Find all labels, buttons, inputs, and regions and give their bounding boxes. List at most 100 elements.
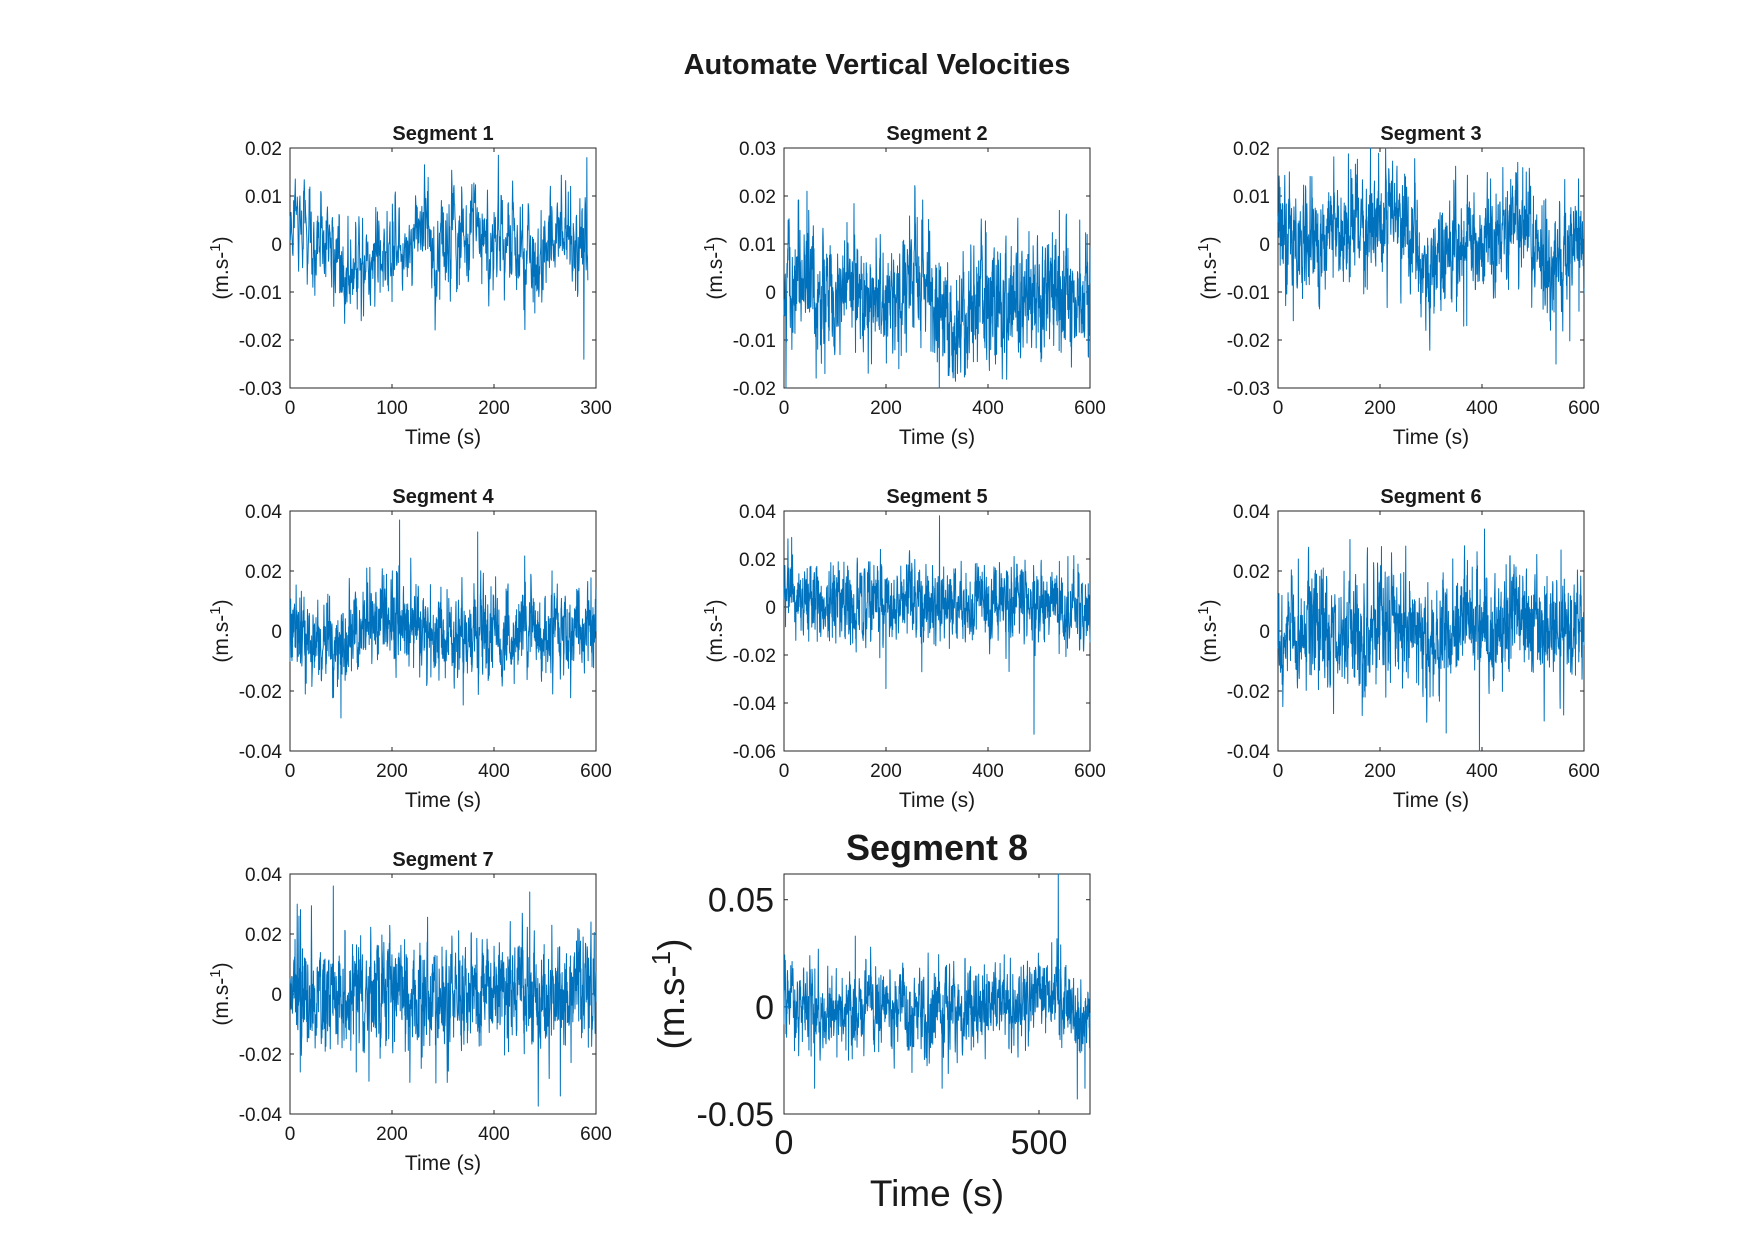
subplot-title: Segment 8: [846, 827, 1028, 868]
y-tick-label: 0.04: [1233, 502, 1270, 523]
y-tick-label: 0.02: [1233, 562, 1270, 583]
y-tick-label: -0.02: [1227, 331, 1270, 352]
subplot-6: 0 200 400 600 -0.04 -0.02 0 0.02 0.04 Segment 6 Ti…: [1195, 486, 1600, 812]
subplot-7: 0 200 400 600 -0.04 -0.02 0 0.02 0.04 Segment 7 Ti…: [207, 849, 612, 1175]
y-tick-label: 0.01: [1233, 187, 1270, 208]
y-tick-label: 0.04: [245, 865, 282, 886]
series-line: [783, 185, 1091, 389]
x-axis-label: Time (s): [899, 426, 975, 449]
y-tick-label: 0.02: [245, 139, 282, 160]
x-tick-label: 200: [376, 761, 408, 782]
x-tick-label: 200: [478, 398, 510, 419]
subplot-title: Segment 4: [392, 486, 494, 508]
subplot-title: Segment 7: [392, 849, 493, 871]
y-tick-label: -0.04: [1227, 742, 1271, 763]
y-tick-label: 0.04: [245, 502, 282, 523]
subplot-2: 0 200 400 600 -0.02 -0.01 0 0.01 0.02 0.03 Segment…: [701, 123, 1106, 449]
x-axis-label: Time (s): [405, 426, 481, 449]
x-tick-label: 200: [1364, 761, 1396, 782]
subplot-title: Segment 5: [886, 486, 987, 508]
y-tick-label: 0: [271, 235, 282, 256]
series-line: [289, 885, 597, 1107]
y-tick-label: -0.01: [733, 331, 776, 352]
y-tick-label: -0.02: [1227, 682, 1270, 703]
subplot-3: 0 200 400 600 -0.03 -0.02 -0.01 0 0.01 0.02 Segmen…: [1195, 123, 1600, 449]
x-tick-label: 200: [870, 761, 902, 782]
y-tick-label: -0.02: [733, 646, 776, 667]
x-tick-label: 0: [285, 761, 296, 782]
x-tick-label: 600: [1074, 398, 1106, 419]
y-tick-label: -0.04: [239, 1105, 283, 1126]
y-tick-label: 0: [765, 598, 776, 619]
series-line: [1277, 147, 1585, 365]
x-tick-label: 100: [376, 398, 408, 419]
y-tick-label: 0.02: [245, 562, 282, 583]
y-tick-label: -0.01: [1227, 283, 1270, 304]
x-tick-label: 0: [1273, 761, 1284, 782]
figure-title: Automate Vertical Velocities: [684, 49, 1071, 81]
subplot-title: Segment 3: [1380, 123, 1481, 145]
series-line: [1277, 528, 1585, 752]
y-axis-label: (m.s-1): [207, 599, 233, 662]
x-tick-label: 600: [580, 761, 612, 782]
y-tick-label: -0.06: [733, 742, 776, 763]
y-tick-label: -0.05: [697, 1096, 775, 1134]
x-axis-label: Time (s): [1393, 789, 1469, 812]
y-tick-label: 0.04: [739, 502, 776, 523]
x-axis-label: Time (s): [899, 789, 975, 812]
subplot-title: Segment 1: [392, 123, 493, 145]
subplot-title: Segment 6: [1380, 486, 1481, 508]
x-axis-label: Time (s): [405, 1152, 481, 1175]
y-tick-label: -0.03: [1227, 379, 1270, 400]
series-line: [289, 519, 597, 719]
y-tick-label: -0.03: [239, 379, 282, 400]
y-axis-label: (m.s-1): [701, 599, 727, 662]
y-axis-label: (m.s-1): [207, 962, 233, 1025]
y-tick-label: 0.01: [245, 187, 282, 208]
x-tick-label: 0: [285, 1124, 296, 1145]
y-axis-label: (m.s-1): [701, 236, 727, 299]
x-tick-label: 200: [870, 398, 902, 419]
x-tick-label: 0: [779, 761, 790, 782]
x-tick-label: 600: [580, 1124, 612, 1145]
y-tick-label: 0: [271, 985, 282, 1006]
y-tick-label: 0: [755, 989, 774, 1027]
subplot-title: Segment 2: [886, 123, 987, 145]
x-axis-label: Time (s): [405, 789, 481, 812]
series-line: [783, 873, 1091, 1100]
x-tick-label: 0: [285, 398, 296, 419]
y-tick-label: 0.05: [708, 882, 774, 920]
y-tick-label: -0.04: [733, 694, 777, 715]
y-tick-label: -0.01: [239, 283, 282, 304]
y-tick-label: 0: [1259, 235, 1270, 256]
y-axis-label: (m.s-1): [207, 236, 233, 299]
x-tick-label: 400: [972, 761, 1004, 782]
y-tick-label: 0.03: [739, 139, 776, 160]
y-axis-label: (m.s-1): [646, 938, 692, 1049]
x-tick-label: 600: [1568, 398, 1600, 419]
y-tick-label: 0.02: [245, 925, 282, 946]
y-axis-label: (m.s-1): [1195, 599, 1221, 662]
x-tick-label: 400: [1466, 761, 1498, 782]
y-tick-label: -0.04: [239, 742, 283, 763]
y-tick-label: 0: [271, 622, 282, 643]
subplot-1: 0 100 200 300 -0.03 -0.02 -0.01 0 0.01 0.02 Segmen…: [207, 123, 612, 449]
x-tick-label: 200: [1364, 398, 1396, 419]
x-tick-label: 600: [1074, 761, 1106, 782]
x-tick-label: 500: [1011, 1124, 1068, 1162]
axes-container: 0 100 200 300 -0.03 -0.02 -0.01 0 0.01 0.02 Segmen…: [207, 123, 1600, 1214]
x-tick-label: 300: [580, 398, 612, 419]
x-tick-label: 400: [972, 398, 1004, 419]
x-tick-label: 0: [1273, 398, 1284, 419]
x-axis-label: Time (s): [1393, 426, 1469, 449]
series-line: [289, 154, 589, 360]
x-tick-label: 400: [1466, 398, 1498, 419]
y-tick-label: 0: [1259, 622, 1270, 643]
y-tick-label: 0.02: [739, 550, 776, 571]
x-tick-label: 400: [478, 1124, 510, 1145]
subplot-4: 0 200 400 600 -0.04 -0.02 0 0.02 0.04 Segment 4 Ti…: [207, 486, 612, 812]
x-tick-label: 600: [1568, 761, 1600, 782]
y-tick-label: 0.02: [1233, 139, 1270, 160]
x-tick-label: 200: [376, 1124, 408, 1145]
